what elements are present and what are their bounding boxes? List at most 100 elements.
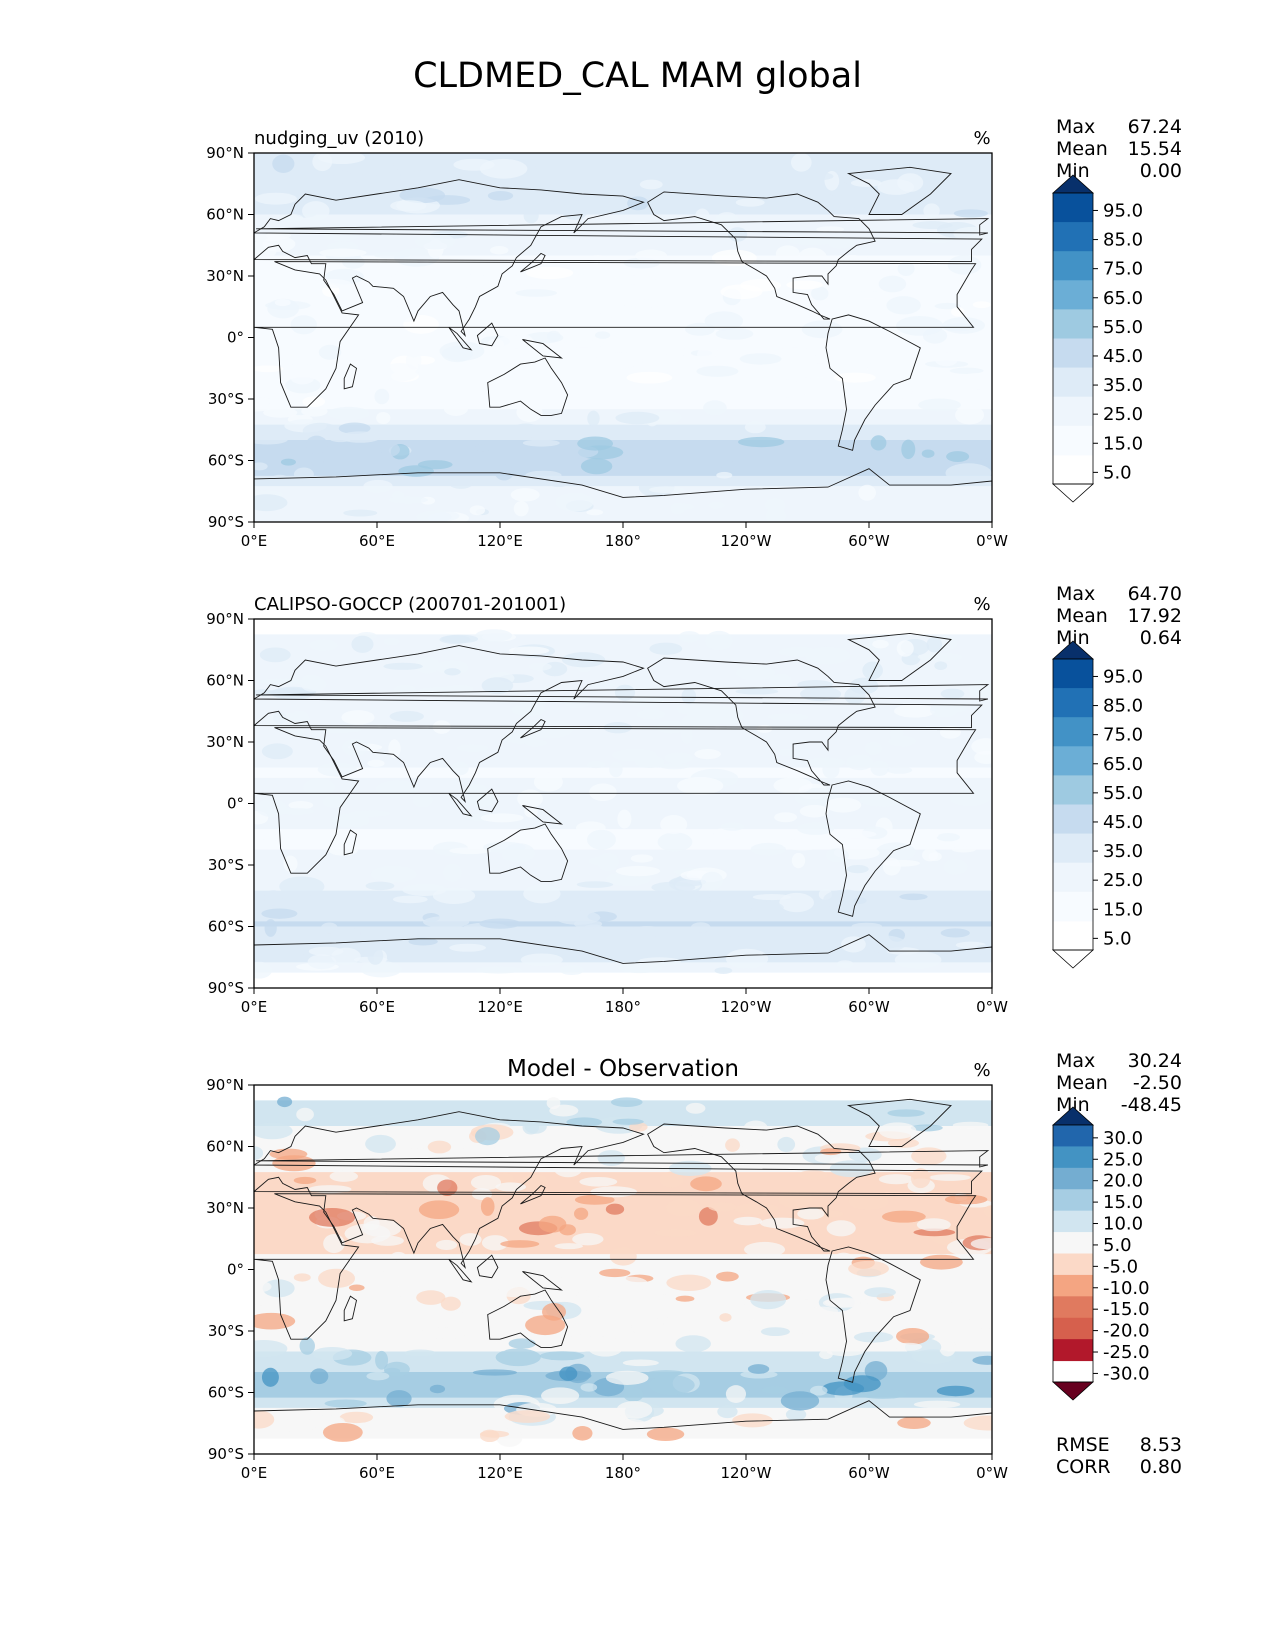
field-blob (261, 1367, 279, 1387)
field-blob (373, 251, 411, 259)
field-blob (496, 1336, 509, 1352)
field-band (254, 1213, 992, 1219)
coastline (254, 934, 992, 988)
field-blob (740, 1370, 778, 1379)
field-blob (318, 344, 342, 360)
field-blob (599, 311, 613, 319)
field-blob (483, 841, 526, 853)
field-band (254, 1305, 992, 1312)
field-blob (390, 1251, 407, 1262)
field-band (254, 496, 992, 503)
field-blob (931, 344, 950, 354)
field-blob (603, 722, 632, 734)
field-blob (886, 296, 921, 315)
field-blob (517, 789, 543, 808)
field-blob (363, 479, 393, 493)
field-band (254, 409, 992, 415)
field-blob (259, 647, 291, 663)
field-band (254, 972, 992, 979)
field-blob (254, 1410, 275, 1429)
field-blob (283, 855, 298, 873)
field-band (254, 788, 992, 794)
colorbar-box (1053, 396, 1093, 427)
field-band (254, 1110, 992, 1117)
field-blob (347, 928, 361, 939)
field-blob (716, 1271, 739, 1282)
coastline (647, 1123, 876, 1252)
field-blob (896, 316, 944, 336)
colorbar-tick-label: 25.0 (1103, 404, 1143, 425)
field-blob (940, 928, 970, 938)
field-band (254, 163, 992, 169)
colorbar-tick-label: -5.0 (1103, 1256, 1138, 1277)
field-blob (851, 922, 882, 930)
field-blob (390, 200, 427, 212)
field-band (254, 1290, 992, 1296)
panel-title: CALIPSO-GOCCP (200701-201001) (254, 594, 566, 615)
field-blob (826, 1220, 856, 1237)
field-blob (549, 1104, 579, 1117)
field-blob (721, 460, 736, 472)
field-blob (383, 662, 423, 670)
field-blob (848, 1147, 882, 1163)
field-band (254, 1356, 992, 1363)
field-band (254, 183, 992, 190)
field-blob (744, 1144, 781, 1165)
field-blob (816, 226, 845, 233)
field-blob (820, 1148, 842, 1156)
field-band (254, 204, 992, 210)
field-blob (256, 798, 287, 818)
field-blob (744, 421, 766, 434)
field-blob (392, 157, 428, 172)
field-blob (495, 335, 536, 349)
field-blob (635, 249, 667, 262)
field-blob (725, 1385, 747, 1403)
coastline (825, 1246, 921, 1383)
colorbar-tick-label: 20.0 (1103, 1171, 1143, 1192)
field-blob (524, 739, 548, 747)
field-band (254, 952, 992, 958)
field-blob (822, 760, 840, 779)
field-blob (761, 1386, 788, 1394)
field-blob (367, 759, 385, 768)
field-blob (425, 272, 440, 289)
field-blob (751, 901, 784, 914)
field-blob (435, 1239, 458, 1250)
field-band (254, 736, 992, 743)
field-blob (615, 865, 661, 877)
colorbar-box (1053, 367, 1093, 398)
stat-min: Min 0.00 (1056, 160, 1182, 182)
field-band (254, 859, 992, 866)
field-blob (402, 883, 447, 896)
field-band (254, 680, 992, 687)
field-band (254, 665, 992, 671)
field-band (254, 798, 992, 805)
field-band (254, 286, 992, 292)
coastline (647, 657, 876, 786)
field-blob (510, 488, 540, 502)
field-blob (300, 674, 323, 692)
field-blob (984, 1205, 992, 1218)
field-band (254, 460, 992, 467)
field-band (254, 854, 992, 861)
field-blob (539, 1351, 585, 1361)
field-blob (789, 238, 834, 246)
field-blob (605, 1370, 649, 1385)
coastline (476, 322, 499, 347)
field-band (254, 624, 992, 630)
field-blob (882, 857, 901, 876)
coastline (476, 788, 499, 813)
field-blob (782, 838, 822, 851)
field-blob (378, 263, 398, 278)
field-blob (889, 726, 904, 743)
field-blob (626, 371, 673, 384)
field-band (254, 327, 992, 333)
field-band (254, 844, 992, 851)
field-blob (859, 935, 907, 953)
field-band (254, 885, 992, 892)
colorbar-tick-label: 95.0 (1103, 666, 1143, 687)
field-blob (398, 465, 434, 477)
field-band (254, 701, 992, 707)
field-blob (586, 509, 604, 516)
